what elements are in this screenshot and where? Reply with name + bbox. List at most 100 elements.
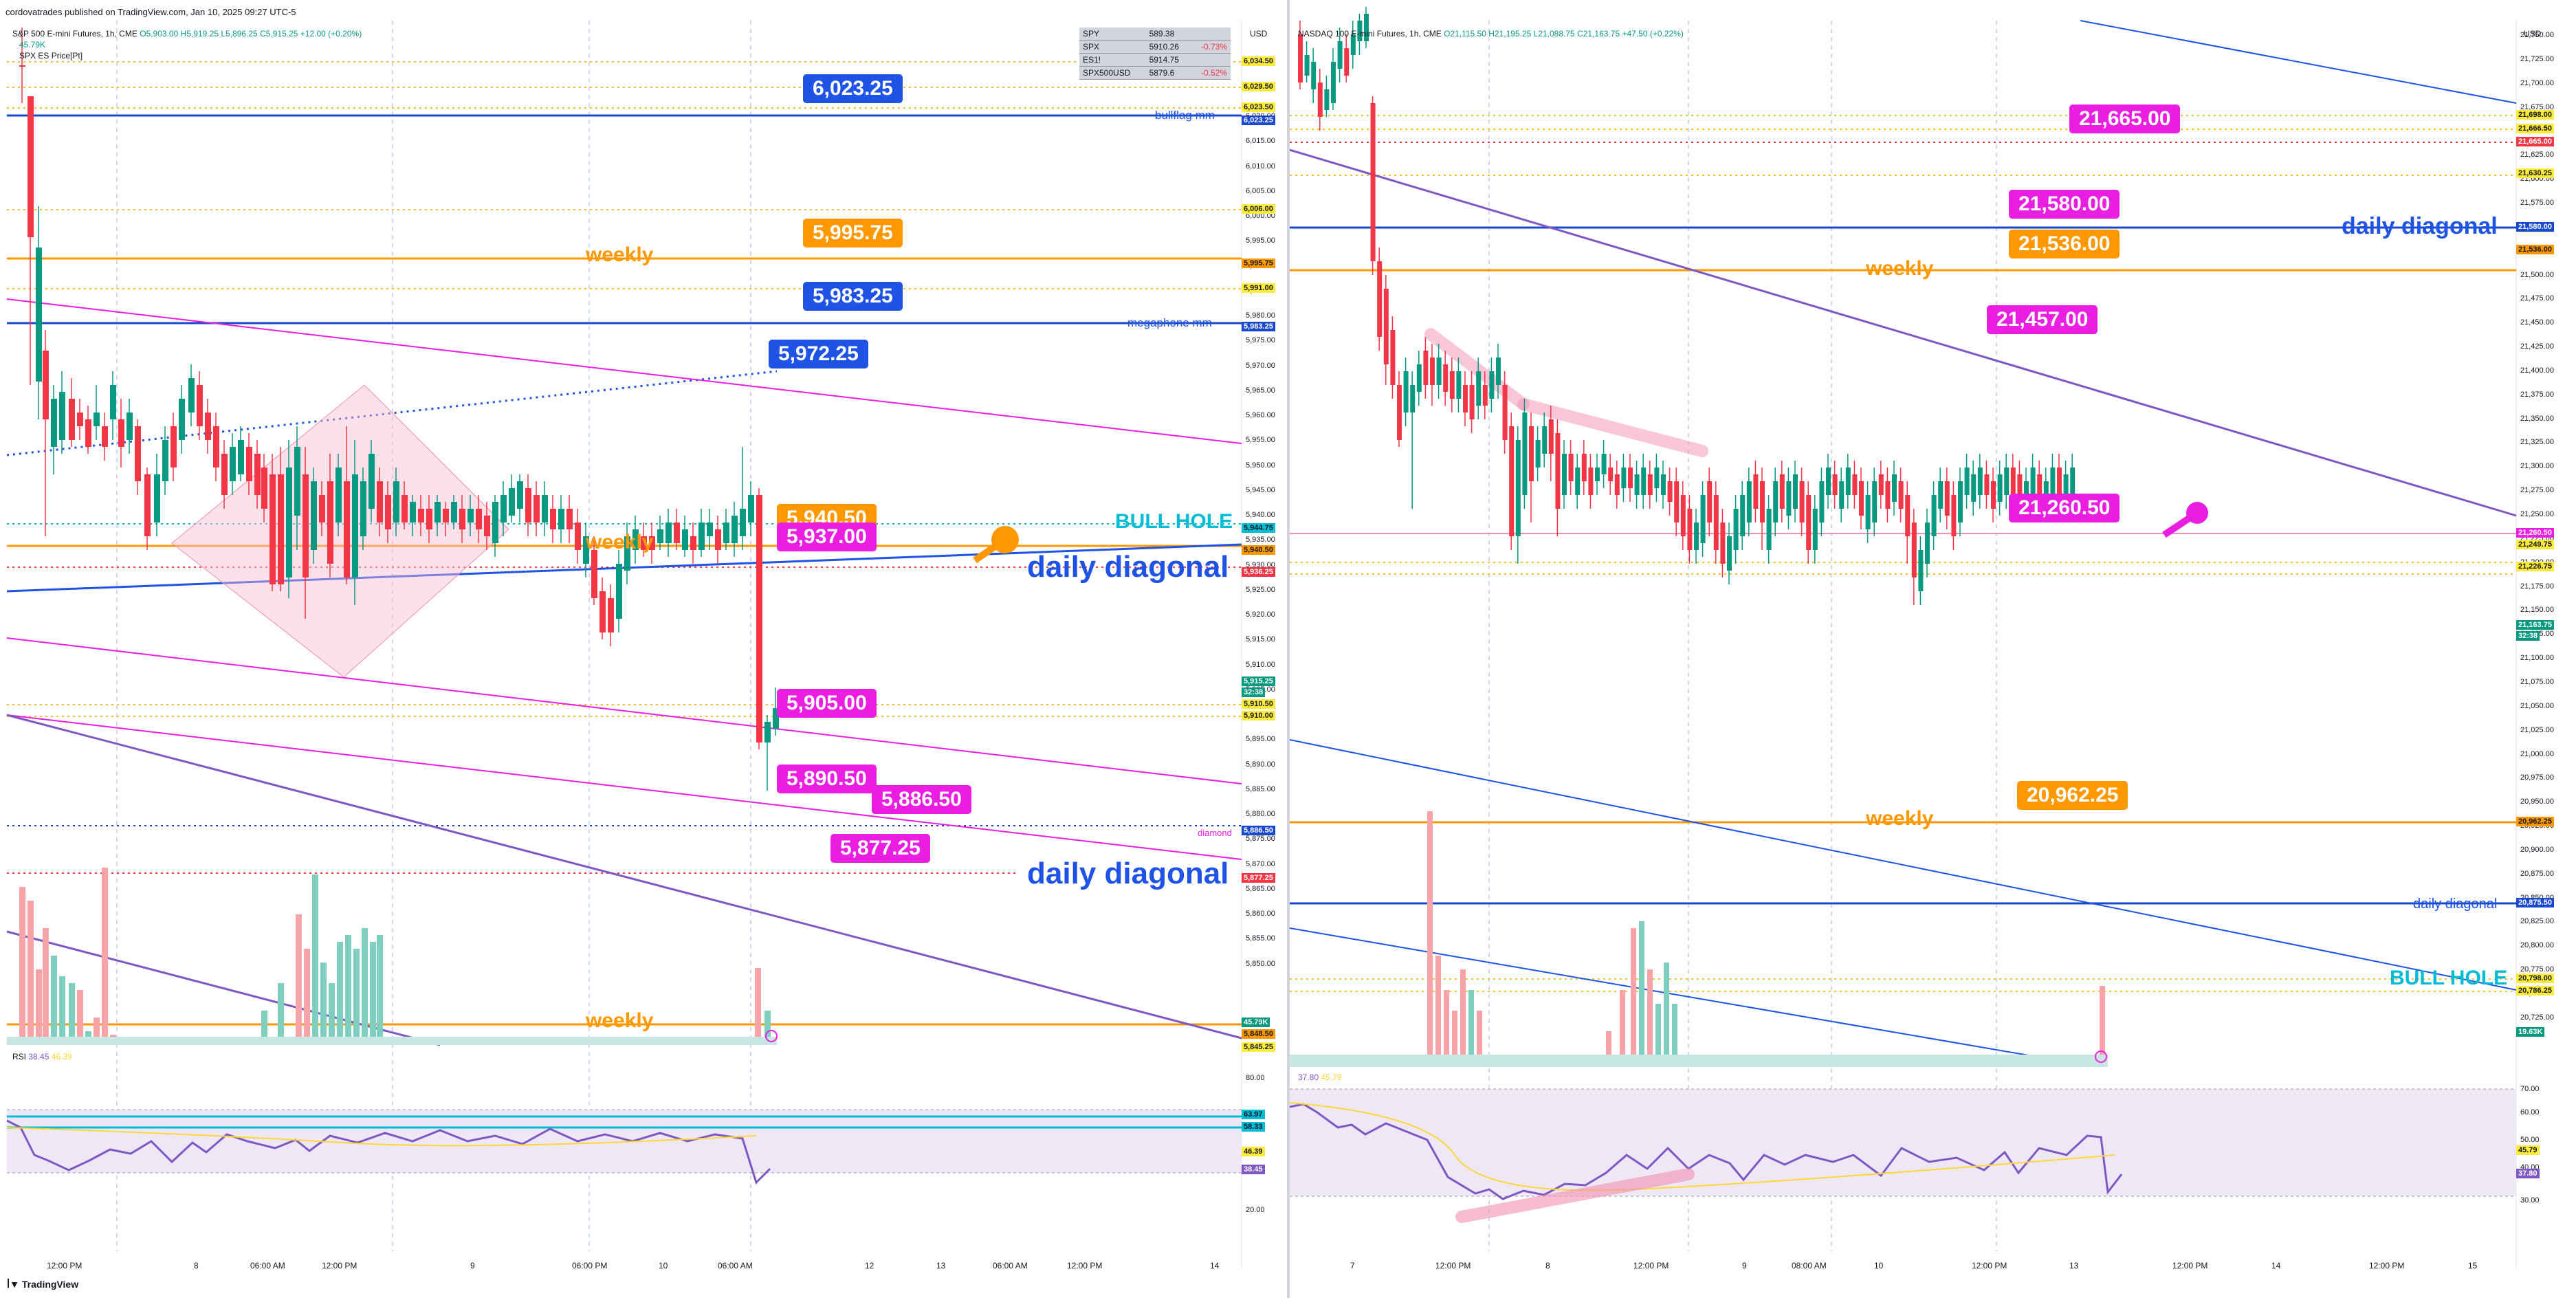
candle-body bbox=[599, 591, 606, 632]
nq-rsi-value: 37.80 bbox=[1298, 1072, 1319, 1082]
candle-body bbox=[261, 468, 267, 509]
volume-bar bbox=[27, 901, 34, 1045]
nq-candle-body bbox=[1390, 330, 1396, 385]
es-ohlc-close: C5,915.25 bbox=[260, 29, 298, 38]
nq-time-tick: 12:00 PM bbox=[1435, 1261, 1471, 1270]
candle-body bbox=[418, 509, 424, 522]
es-axis-price-badge: 5,936.25 bbox=[1242, 567, 1275, 577]
es-price-tick: 5,995.00 bbox=[1246, 236, 1275, 245]
watchlist-row[interactable]: SPY 589.38 bbox=[1079, 28, 1231, 41]
nq-candle-body bbox=[2070, 468, 2076, 495]
nq-axis-price-badge: 21,580.00 bbox=[2516, 222, 2554, 232]
watchlist-change: -0.73% bbox=[1190, 40, 1231, 54]
candle-body bbox=[162, 440, 168, 481]
es-axis-price-badge: 5,910.50 bbox=[1242, 699, 1275, 709]
nq-candle-body bbox=[1700, 495, 1706, 543]
candle-body bbox=[566, 509, 573, 529]
candle-body bbox=[698, 522, 705, 550]
nq-candle-body bbox=[1661, 474, 1666, 495]
watchlist-row[interactable]: SPX 5910.26 -0.73% bbox=[1079, 40, 1231, 54]
nq-candle-body bbox=[1515, 440, 1521, 536]
watchlist-widget[interactable]: SPY 589.38 SPX 5910.26 -0.73% ES1! 5914.75 SPX5… bbox=[1079, 28, 1231, 80]
candle-body bbox=[43, 351, 49, 419]
es-time-tick: 12:00 PM bbox=[47, 1261, 82, 1270]
nq-axis-price-badge: 21,249.75 bbox=[2516, 540, 2554, 549]
candle-body bbox=[740, 509, 746, 536]
es-price-tick: 6,005.00 bbox=[1246, 186, 1275, 195]
candle-body bbox=[434, 502, 441, 522]
nq-volume-bar bbox=[1435, 956, 1441, 1067]
volume-bar bbox=[362, 928, 368, 1045]
candle-body bbox=[27, 96, 34, 237]
nq-candle-body bbox=[2063, 474, 2069, 502]
nq-purple-diagonal bbox=[1290, 148, 2517, 517]
nq-candle-body bbox=[1740, 495, 1746, 536]
candle-body bbox=[426, 509, 432, 529]
nq-price-callout: 21,260.50 bbox=[2009, 494, 2120, 522]
nq-symbol-line[interactable]: NASDAQ 100 E-mini Futures, 1h, CME O21,1… bbox=[1298, 29, 1684, 38]
candle-body bbox=[608, 598, 614, 632]
es-symbol-line[interactable]: S&P 500 E-mini Futures, 1h, CME O5,903.0… bbox=[12, 29, 362, 38]
nq-ohlc-low: L21,088.75 bbox=[1533, 29, 1575, 38]
nq-time-tick: 14 bbox=[2271, 1261, 2281, 1270]
nq-candle-body bbox=[1509, 426, 1515, 536]
es-price-tick: 5,910.00 bbox=[1246, 660, 1275, 669]
candle-body bbox=[246, 447, 252, 481]
watchlist-row[interactable]: SPX500USD 5879.6 -0.52% bbox=[1079, 66, 1231, 80]
nq-rsi-legend[interactable]: 37.80 45.79 bbox=[1298, 1072, 1341, 1082]
es-ohlc-open: O5,903.00 bbox=[140, 29, 179, 38]
nq-candle-body bbox=[1621, 468, 1627, 488]
es-price-tick: 5,920.00 bbox=[1246, 610, 1275, 619]
nq-chart-canvas[interactable] bbox=[1290, 0, 2576, 1298]
es-indicator-legend[interactable]: SPX ES Price[Pt] bbox=[19, 51, 83, 60]
nq-price-tick: 21,350.00 bbox=[2520, 414, 2554, 423]
candle-body bbox=[69, 399, 75, 440]
nq-candle-body bbox=[1859, 481, 1864, 516]
tradingview-logo[interactable]: ꟾ▼ TradingView bbox=[7, 1279, 78, 1290]
nq-chart-panel[interactable]: NASDAQ 100 E-mini Futures, 1h, CME O21,1… bbox=[1290, 0, 2576, 1298]
es-rsi-badge: 63.97 bbox=[1242, 1110, 1265, 1119]
nq-candle-body bbox=[1779, 474, 1785, 509]
es-chart-canvas[interactable] bbox=[0, 0, 1287, 1298]
es-axis-price-badge: 5,991.00 bbox=[1242, 283, 1275, 293]
nq-price-tick: 20,900.00 bbox=[2520, 845, 2554, 854]
megaphone-mm-label: megaphone mm bbox=[1127, 316, 1212, 329]
watchlist-change: -0.52% bbox=[1190, 66, 1231, 80]
watchlist-symbol: SPX bbox=[1079, 40, 1146, 54]
candle-body bbox=[135, 426, 141, 481]
es-price-tick: 5,915.00 bbox=[1246, 635, 1275, 644]
candle-body bbox=[542, 495, 548, 522]
es-currency-label: USD bbox=[1250, 29, 1268, 38]
nq-axis-price-badge: 20,786.25 bbox=[2516, 986, 2554, 996]
es-price-tick: 5,965.00 bbox=[1246, 386, 1275, 395]
volume-bar bbox=[320, 962, 327, 1045]
nq-candle-body bbox=[1344, 48, 1350, 76]
es-price-tick: 5,870.00 bbox=[1246, 859, 1275, 868]
candle-body bbox=[294, 447, 300, 516]
spx-es-chart-panel[interactable]: S&P 500 E-mini Futures, 1h, CME O5,903.0… bbox=[0, 0, 1287, 1298]
candle-body bbox=[385, 495, 391, 529]
nq-candle-body bbox=[1826, 468, 1831, 495]
volume-bar bbox=[43, 928, 49, 1045]
es-rsi-legend[interactable]: RSI 38.45 46.39 bbox=[12, 1052, 72, 1062]
nq-time-tick: 12:00 PM bbox=[2369, 1261, 2405, 1270]
volume-bar bbox=[261, 1011, 267, 1045]
nq-rsi-badge: 37.80 bbox=[2516, 1169, 2540, 1178]
rsi-ma-line bbox=[6, 1127, 757, 1147]
candle-body bbox=[126, 412, 133, 440]
nq-axis-price-badge: 21,163.75 bbox=[2516, 620, 2554, 630]
nq-time-tick: 8 bbox=[1545, 1261, 1550, 1270]
candle-body bbox=[286, 468, 292, 578]
es-symbol-title: S&P 500 E-mini Futures, 1h, CME bbox=[12, 29, 137, 38]
nq-price-tick: 20,775.00 bbox=[2520, 965, 2554, 974]
tradingview-logo-icon: ꟾ▼ bbox=[7, 1279, 22, 1290]
watchlist-row[interactable]: ES1! 5914.75 bbox=[1079, 53, 1231, 67]
candle-body bbox=[36, 248, 42, 382]
nq-time-tick: 12:00 PM bbox=[1972, 1261, 2007, 1270]
candle-body bbox=[459, 509, 465, 529]
nq-bull-hole-label: BULL HOLE bbox=[2390, 967, 2508, 989]
panel-divider[interactable] bbox=[1287, 0, 1290, 1298]
es-volume-legend[interactable]: 45.79K bbox=[19, 40, 46, 50]
nq-axis-price-badge: 21,226.75 bbox=[2516, 562, 2554, 571]
candle-body bbox=[715, 529, 721, 550]
